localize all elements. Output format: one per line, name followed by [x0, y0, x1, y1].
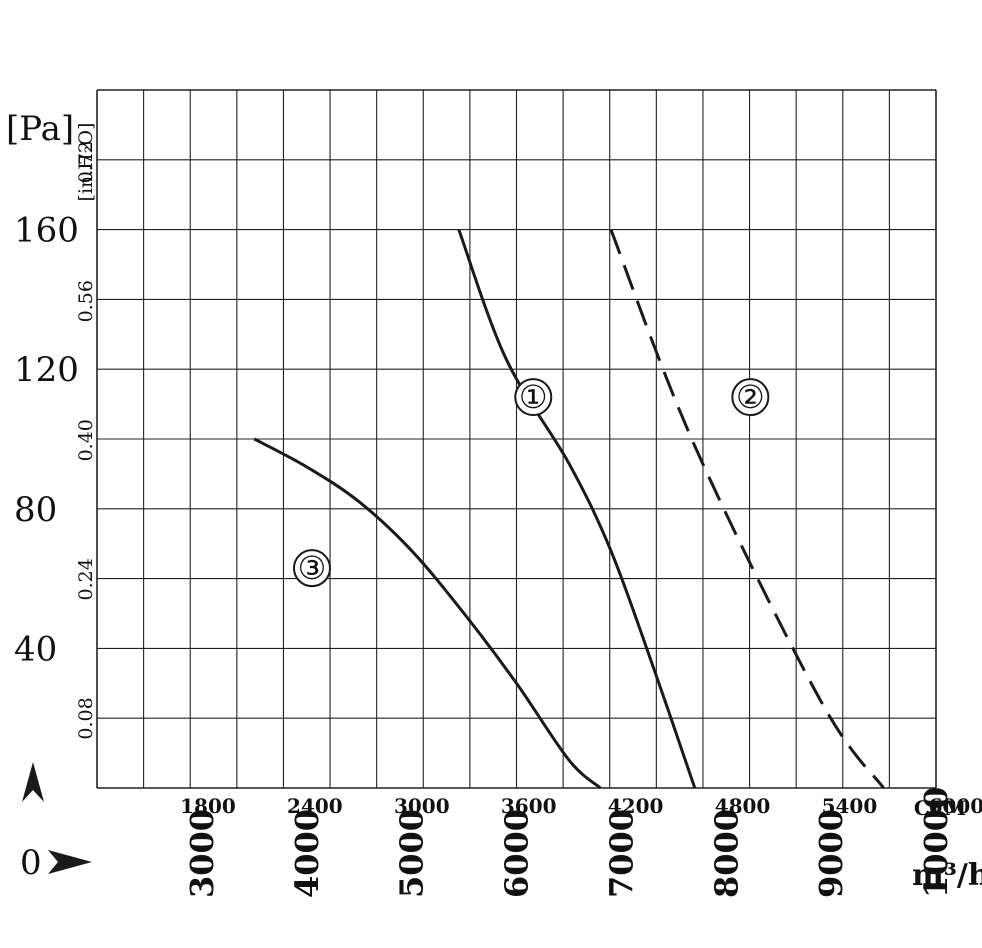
- x-tick-cfm: 2400: [287, 794, 343, 818]
- x-tick-m3h: 9000: [812, 809, 850, 898]
- x-tick-m3h: 5000: [393, 809, 431, 898]
- x-tick-cfm: 5400: [822, 794, 878, 818]
- curve-label-2: ②: [736, 378, 765, 416]
- x-axis-arrow-icon: [48, 850, 92, 874]
- x-tick-cfm: 4200: [608, 794, 664, 818]
- x-tick-m3h: 6000: [498, 809, 536, 898]
- curve-label-circle: [731, 378, 770, 417]
- tick-labels: 40 80 120 160 [Pa] 0.08 0.24 0.40 0.56 0.72[in.H₂…: [6, 109, 982, 898]
- curves: ① ② ③: [253, 229, 885, 790]
- y-tick-inh2o: 0.24: [75, 558, 97, 600]
- x-tick-m3h: 8000: [707, 809, 745, 898]
- y-unit-pa: [Pa]: [6, 109, 74, 149]
- y-tick-pa: 120: [14, 350, 79, 390]
- curve-label-3: ③: [298, 549, 327, 587]
- y-tick-inh2o: 0.56: [75, 280, 97, 322]
- y-tick-pa: 80: [14, 490, 57, 530]
- y-tick-inh2o: 0.72: [75, 141, 97, 183]
- x-tick-cfm: 3600: [501, 794, 557, 818]
- x-tick-m3h: 4000: [288, 809, 326, 898]
- x-tick-m3h: 7000: [602, 809, 640, 898]
- curve-2: [609, 229, 885, 789]
- x-tick-m3h: 10000: [917, 787, 955, 898]
- curve-label-circle: [292, 549, 331, 588]
- y-tick-inh2o: 0.40: [75, 419, 97, 461]
- y-axis-arrow-icon: [22, 762, 44, 802]
- curve-3: [253, 437, 602, 790]
- x-tick-cfm: 4800: [715, 794, 771, 818]
- curve-label-circle: [514, 378, 553, 417]
- curve-label-1: ①: [519, 378, 548, 416]
- x-tick-cfm: 3000: [394, 794, 450, 818]
- origin-label: 0: [20, 843, 42, 883]
- x-tick-m3h: 3000: [183, 809, 221, 898]
- y-tick-pa: 40: [14, 629, 57, 669]
- y-tick-pa: 160: [14, 211, 79, 251]
- curve-1: [457, 229, 697, 789]
- y-unit-inh2o: [in.H₂O]: [75, 123, 97, 202]
- x-tick-cfm: 6000: [929, 794, 982, 818]
- grid: [96, 89, 937, 789]
- y-tick-inh2o: 0.08: [75, 697, 97, 739]
- x-unit-cfm: CFM: [914, 796, 966, 820]
- x-unit-m3h: m³/h: [912, 858, 982, 893]
- x-tick-cfm: 1800: [180, 794, 236, 818]
